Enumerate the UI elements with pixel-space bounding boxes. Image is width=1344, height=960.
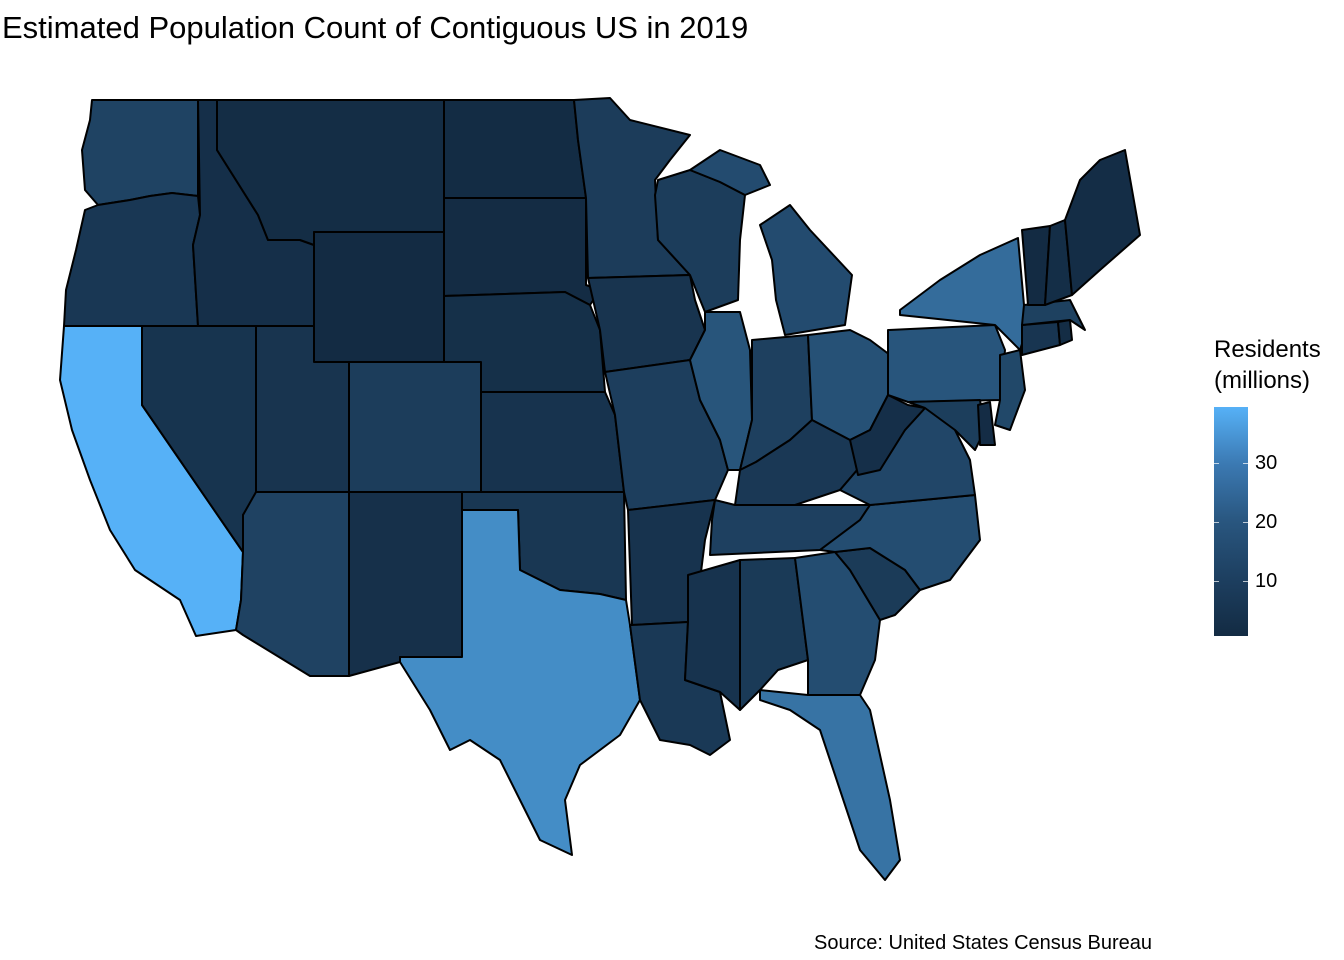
legend-tick-label: 30 [1255,451,1278,474]
state-me [1064,149,1141,296]
state-ri [1057,319,1073,346]
legend-tick-mark-right [1243,462,1248,464]
state-ct [1021,321,1061,356]
state-fl [759,689,901,881]
state-md [907,399,986,451]
state-nj [994,349,1026,431]
legend-tick-mark-right [1243,580,1248,582]
state-ma [1021,299,1086,331]
source-caption: Source: United States Census Bureau [814,932,1152,954]
legend-colorbar [1214,407,1248,636]
legend-tick-mark-left [1214,521,1219,523]
state-co [348,361,482,493]
legend-tick-label: 20 [1255,510,1278,533]
legend-tick-mark-right [1243,521,1248,523]
state-nd [443,99,587,199]
legend-title: Residents (millions) [1214,334,1321,396]
state-or [63,192,201,327]
legend-tick-label: 10 [1255,569,1278,592]
state-az [235,491,350,677]
state-pa [887,324,1006,403]
state-wa [81,99,199,206]
chart-title: Estimated Population Count of Contiguous… [2,10,749,45]
state-sd [443,197,601,306]
state-wy [313,231,445,363]
states-group [59,97,1141,881]
state-il [689,311,753,471]
legend-tick-mark-left [1214,462,1219,464]
state-nc [819,494,981,591]
legend-tick-mark-left [1214,580,1219,582]
state-de [977,401,996,446]
state-mi [689,149,853,336]
state-ia [587,274,706,373]
state-ks [480,391,625,493]
legend-title-line1: Residents [1214,336,1321,363]
legend-title-line2: (millions) [1214,367,1310,394]
state-tx [399,509,641,856]
state-nm [348,491,463,677]
